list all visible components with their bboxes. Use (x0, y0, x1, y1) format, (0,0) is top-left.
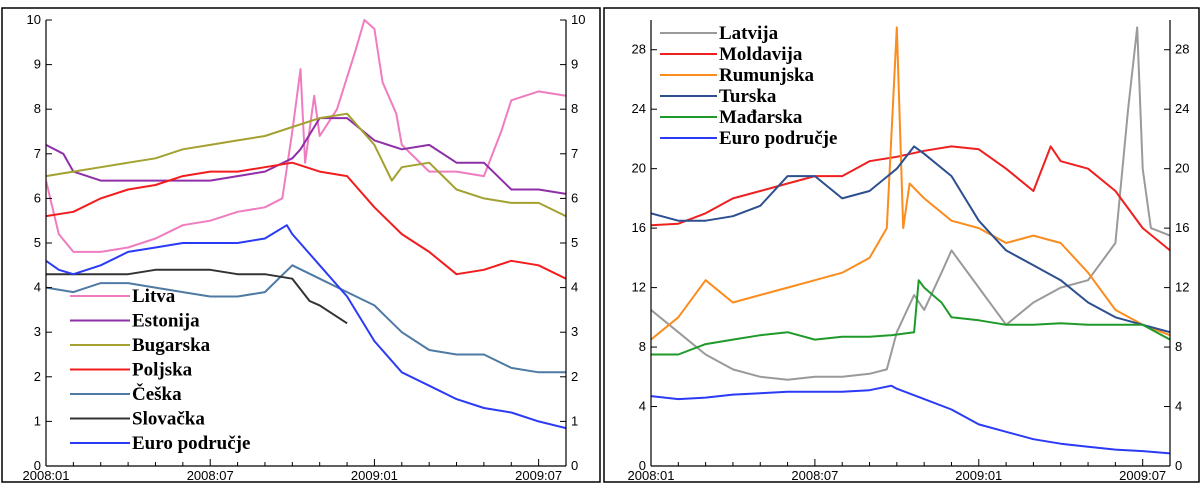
y-tick-label-left: 7 (34, 146, 41, 161)
y-tick-label-left: 8 (34, 101, 41, 116)
y-tick-label-right: 7 (571, 146, 578, 161)
y-tick-label-left: 16 (632, 220, 646, 235)
y-tick-label-right: 4 (1175, 399, 1182, 414)
y-tick-label-right: 16 (1175, 220, 1189, 235)
series-line-bugarska (46, 112, 566, 218)
legend-label-ceska: Češka (132, 383, 182, 405)
legend-label-bugarska: Bugarska (132, 335, 211, 356)
legend-label-estonija: Estonija (132, 311, 200, 332)
y-tick-label-left: 4 (34, 280, 41, 295)
x-tick-label: 2008:07 (187, 468, 234, 483)
x-tick-label: 2008:01 (23, 468, 70, 483)
y-tick-label-right: 6 (571, 190, 578, 205)
y-tick-label-right: 4 (571, 280, 578, 295)
series-line-madarska (651, 279, 1170, 356)
legend-label-rumunjska: Rumunjska (719, 65, 815, 86)
y-tick-label-right: 12 (1175, 280, 1189, 295)
series-line-rumunjska (651, 26, 1170, 341)
y-tick-label-left: 9 (34, 57, 41, 72)
y-tick-label-right: 1 (571, 413, 578, 428)
legend-label-latvija: Latvija (719, 23, 779, 44)
series-line-moldavija (651, 145, 1170, 252)
y-tick-label-left: 8 (639, 339, 646, 354)
series-line-slovacka (46, 268, 348, 325)
legend-label-litva: Litva (132, 286, 176, 307)
y-tick-label-left: 28 (632, 42, 646, 57)
legend-label-euro-podrucje: Euro područje (719, 128, 837, 149)
y-tick-label-right: 24 (1175, 101, 1189, 116)
legend-label-euro-podrucje: Euro područje (132, 433, 250, 454)
y-tick-label-left: 0 (34, 458, 41, 473)
y-tick-label-left: 24 (632, 101, 646, 116)
series-line-euro-podrucje (651, 384, 1170, 455)
y-tick-label-left: 1 (34, 413, 41, 428)
x-tick-label: 2008:01 (628, 468, 675, 483)
chart-frame (1, 7, 601, 483)
y-tick-label-left: 20 (632, 161, 646, 176)
x-tick-label: 2009:07 (1119, 468, 1166, 483)
y-tick-label-right: 0 (571, 458, 578, 473)
y-tick-label-left: 10 (27, 12, 41, 27)
legend-label-poljska: Poljska (132, 360, 193, 381)
x-tick-label: 2009:01 (351, 468, 398, 483)
left-chart: 0 0 1 1 2 2 3 3 4 4 5 5 6 6 7 7 8 8 9 9 10 10 2008:01 2008:07 20… (1, 7, 601, 483)
x-tick-label: 2009:01 (955, 468, 1002, 483)
y-tick-label-right: 10 (571, 12, 585, 27)
series-line-turska (651, 145, 1170, 334)
series-line-ceska (46, 264, 566, 374)
chart-frame (603, 7, 1200, 483)
legend-label-madarska: Mađarska (719, 107, 803, 128)
x-tick-label: 2009:07 (515, 468, 562, 483)
y-tick-label-right: 20 (1175, 161, 1189, 176)
y-tick-label-right: 8 (1175, 339, 1182, 354)
y-tick-label-left: 2 (34, 369, 41, 384)
legend-label-turska: Turska (719, 86, 777, 107)
right-chart: 0 0 4 4 8 8 12 12 16 16 20 20 24 24 28 28 2008:01 2008:07… (603, 7, 1200, 483)
x-tick-label: 2008:07 (791, 468, 838, 483)
y-tick-label-left: 6 (34, 190, 41, 205)
y-tick-label-left: 0 (639, 458, 646, 473)
y-tick-label-left: 12 (632, 280, 646, 295)
y-tick-label-right: 2 (571, 369, 578, 384)
y-tick-label-left: 3 (34, 324, 41, 339)
y-tick-label-right: 0 (1175, 458, 1182, 473)
y-tick-label-left: 5 (34, 235, 41, 250)
y-tick-label-right: 9 (571, 57, 578, 72)
legend-label-slovacka: Slovačka (132, 409, 205, 430)
y-tick-label-right: 8 (571, 101, 578, 116)
series-line-litva (46, 19, 566, 253)
y-tick-label-right: 5 (571, 235, 578, 250)
y-tick-label-right: 3 (571, 324, 578, 339)
y-tick-label-right: 28 (1175, 42, 1189, 57)
series-line-euro-podrucje (46, 224, 566, 430)
legend-label-moldavija: Moldavija (719, 44, 803, 65)
series-line-poljska (46, 161, 566, 280)
y-tick-label-left: 4 (639, 399, 646, 414)
series-line-estonija (46, 117, 566, 195)
series-line-latvija (651, 26, 1170, 381)
